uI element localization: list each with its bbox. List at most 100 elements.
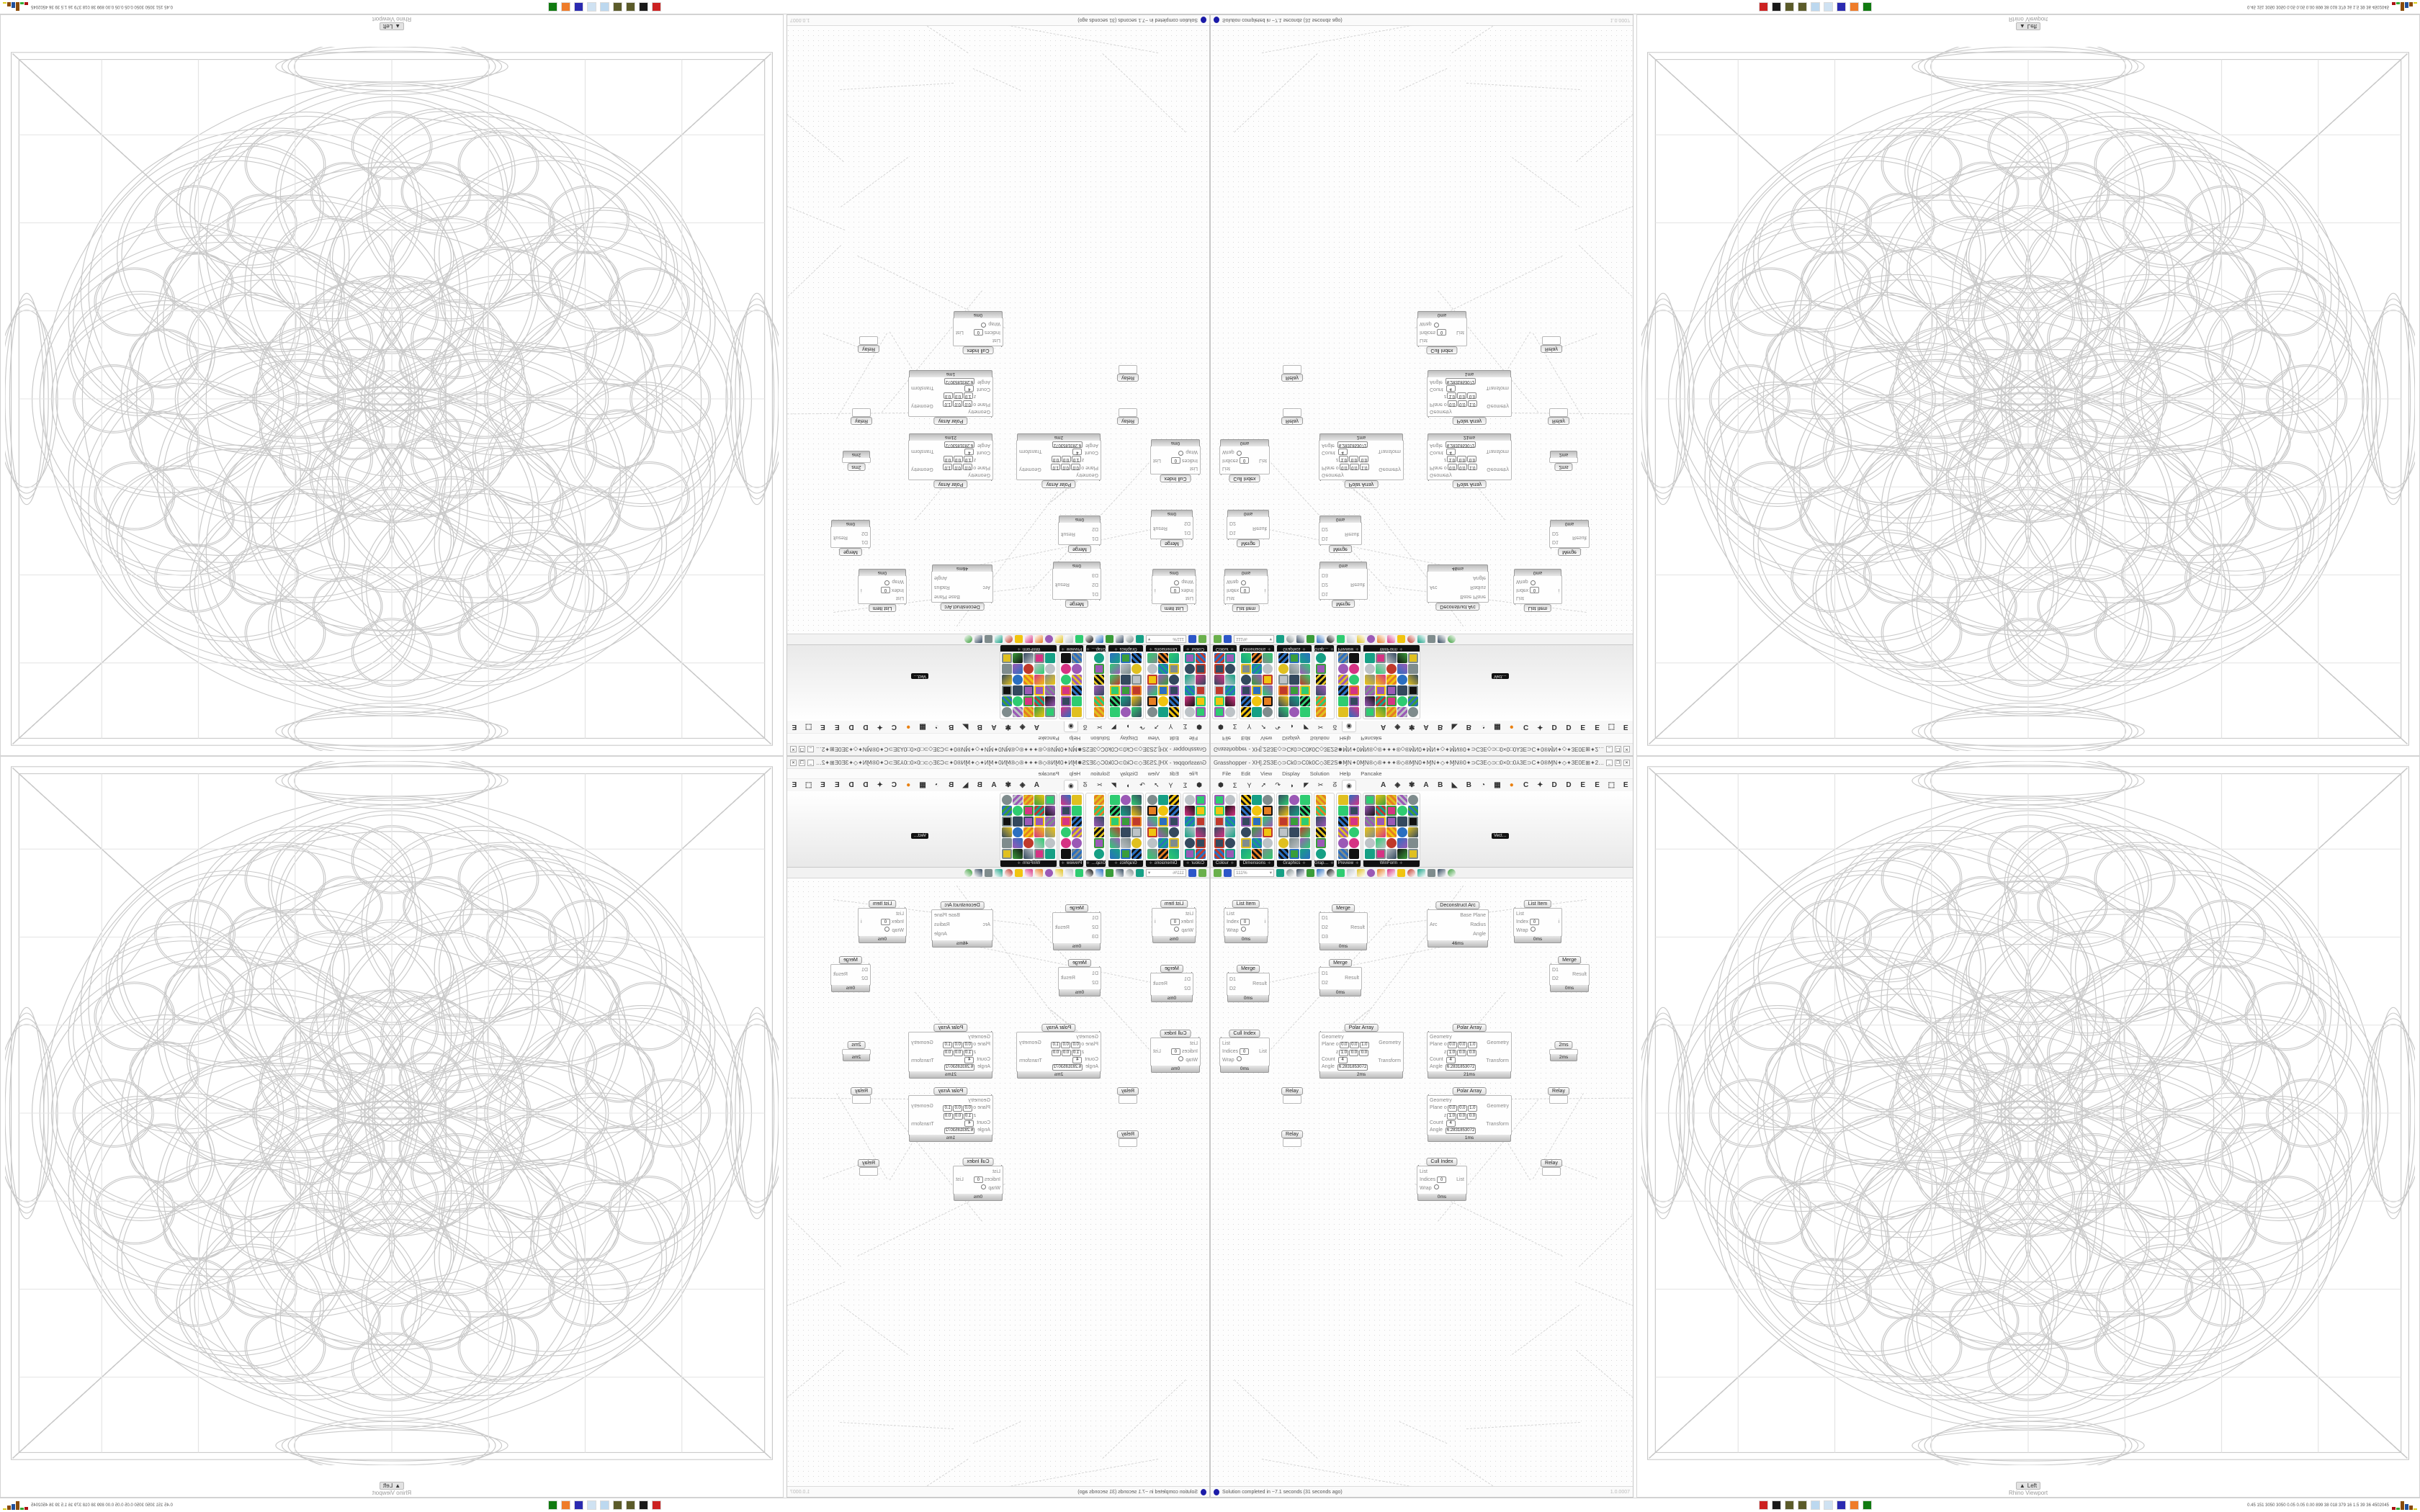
ribbon-group-label[interactable]: Graphics ✛: [1108, 860, 1143, 867]
app-floppy-icon[interactable]: [1836, 2, 1846, 12]
node-body[interactable]: List Indices 0 Wrap List 0ms: [1219, 1038, 1270, 1073]
app-rhino-icon[interactable]: [1771, 1500, 1781, 1510]
index-value-field[interactable]: 0: [880, 587, 890, 593]
component-icon-13[interactable]: [1147, 806, 1157, 816]
plane-z-x[interactable]: 1.0: [1447, 1049, 1457, 1056]
component-icon-9[interactable]: [1185, 675, 1195, 685]
fit-view-icon[interactable]: [1276, 635, 1284, 644]
count-field[interactable]: 4: [1446, 1056, 1456, 1063]
index-value-field[interactable]: 0: [1240, 919, 1250, 925]
plane-o-x[interactable]: 0.0: [1447, 400, 1457, 408]
component-icon-5[interactable]: [1072, 849, 1083, 859]
node-body[interactable]: List Index 0 Wrap i 0ms: [858, 908, 907, 943]
overflow-tab-2[interactable]: ✾: [1409, 781, 1415, 789]
ribbon-group-label[interactable]: Colour ✛: [1183, 645, 1207, 652]
node-body[interactable]: List Indices 0 Wrap List 0ms: [953, 1166, 1003, 1201]
node-title-capsule[interactable]: Polar Array: [933, 480, 968, 488]
mat-a-icon[interactable]: [995, 635, 1003, 644]
component-icon-5[interactable]: [1241, 653, 1251, 663]
close-button[interactable]: ✕: [790, 746, 797, 753]
node-body[interactable]: Geometry Plane o 0.0 0.0 1.0 z 1.0 0.0 0.0 Count…: [1319, 433, 1404, 480]
maximize-button[interactable]: ❐: [799, 746, 805, 753]
plane-z-z[interactable]: 0.0: [943, 392, 953, 400]
component-icon-3[interactable]: [1169, 827, 1179, 837]
app-scroll-icon[interactable]: [1823, 2, 1833, 12]
component-icon-24[interactable]: [1407, 707, 1418, 717]
component-icon-0[interactable]: [1072, 707, 1083, 717]
component-icon-11[interactable]: [1348, 849, 1359, 859]
plane-o-z[interactable]: 1.0: [1467, 464, 1477, 471]
component-icon-0[interactable]: [1214, 795, 1224, 805]
component-icon-9[interactable]: [1158, 827, 1168, 837]
component-icon-10[interactable]: [1289, 664, 1299, 674]
node-body[interactable]: List Index 0 Wrap i 0ms: [1152, 908, 1196, 943]
component-icon-17[interactable]: [1263, 653, 1273, 663]
plane-o-z[interactable]: 1.0: [1359, 1041, 1369, 1048]
component-icon-2[interactable]: [1278, 816, 1289, 827]
help-icon[interactable]: [1055, 868, 1063, 877]
component-icon-1[interactable]: [1131, 806, 1142, 816]
overflow-tab-17[interactable]: E: [1623, 781, 1628, 789]
component-icon-1[interactable]: [1131, 696, 1142, 706]
menu-item-help[interactable]: Help: [1339, 770, 1351, 777]
component-icon-8[interactable]: [1225, 685, 1235, 696]
component-icon-21[interactable]: [1397, 827, 1407, 837]
component-icon-5[interactable]: [1241, 849, 1251, 859]
angle-field[interactable]: 6.2831853072: [1445, 378, 1476, 385]
component-icon-4[interactable]: [1072, 838, 1083, 848]
overflow-tab-6[interactable]: B: [1466, 781, 1471, 789]
plane-z-z[interactable]: 0.0: [943, 1049, 953, 1056]
component-icon-7[interactable]: [1034, 806, 1045, 816]
angle-field[interactable]: 6.2831853072: [1337, 441, 1368, 449]
node-title-capsule[interactable]: Deconstruct Arc: [940, 901, 985, 909]
component-icon-2[interactable]: [1169, 685, 1179, 696]
component-icon-2[interactable]: [1196, 685, 1206, 696]
ribbon-group-pin-icon[interactable]: ✛: [1330, 861, 1334, 865]
ribbon-group-label[interactable]: Dimensions ✛: [1240, 860, 1274, 867]
ghost-icon[interactable]: [1015, 868, 1023, 877]
tab-intersect-tab[interactable]: ✂: [1317, 781, 1324, 788]
node-body[interactable]: D1 D2 D3 Result 0ms: [1319, 562, 1368, 600]
component-icon-26[interactable]: [1002, 816, 1013, 827]
node-body[interactable]: List Index 0 Wrap i 0ms: [1513, 569, 1562, 604]
component-icon-12[interactable]: [1300, 707, 1310, 717]
node-title-capsule[interactable]: Polar Array: [1344, 480, 1379, 488]
component-icon-1[interactable]: [1169, 806, 1179, 816]
component-icon-2[interactable]: [1316, 816, 1326, 827]
component-icon-18[interactable]: [1013, 795, 1023, 805]
overflow-tab-5[interactable]: ◣: [1451, 723, 1458, 731]
mat-c-icon[interactable]: [974, 868, 982, 877]
ribbon-group-pin-icon[interactable]: ✛: [1086, 861, 1090, 865]
ribbon-group-label[interactable]: Grap… ✛: [1314, 860, 1334, 867]
index-value-field[interactable]: 0: [1170, 1048, 1180, 1055]
doc-icon[interactable]: [1075, 635, 1083, 644]
plane-o-y[interactable]: 0.0: [1349, 464, 1359, 471]
grasshopper-titlebar[interactable]: Grasshopper - XH].2S3E◇⊃Ck0⊃C0k0C◇3E2S✹Ɱ…: [787, 757, 1209, 769]
node-title-capsule[interactable]: Relay: [1281, 1130, 1303, 1138]
component-icon-15[interactable]: [1023, 827, 1034, 837]
fit-view-icon[interactable]: [1276, 868, 1284, 877]
tab-transform-tab[interactable]: ᘔ: [1332, 724, 1337, 731]
plane-o-x[interactable]: 0.0: [1339, 464, 1349, 471]
node-title-capsule[interactable]: Merge: [1237, 539, 1260, 547]
node-body[interactable]: List Index 0 Wrap i 0ms: [1224, 908, 1268, 943]
count-field[interactable]: 4: [964, 1056, 974, 1063]
component-icon-7[interactable]: [1289, 696, 1299, 706]
component-icon-2[interactable]: [1241, 685, 1251, 696]
overflow-tab-11[interactable]: ✦: [877, 723, 883, 731]
component-icon-18[interactable]: [1397, 707, 1407, 717]
count-field[interactable]: 4: [1072, 449, 1083, 456]
boolean-toggle[interactable]: [1240, 926, 1246, 932]
mat-b-icon[interactable]: [985, 868, 992, 877]
component-icon-2[interactable]: [1337, 816, 1348, 827]
node-body[interactable]: [1119, 408, 1137, 417]
tab-mesh-tab[interactable]: ◤: [1304, 781, 1309, 788]
chevron-up-icon[interactable]: ▲: [395, 23, 401, 30]
component-icon-6[interactable]: [1289, 795, 1299, 805]
component-icon-4[interactable]: [1131, 838, 1142, 848]
node-body[interactable]: D1 D2 Result 0ms: [1227, 510, 1270, 539]
menu-item-help[interactable]: Help: [1339, 735, 1351, 742]
save-file-icon[interactable]: [1188, 868, 1196, 877]
node-body[interactable]: List Indices 0 Wrap List 0ms: [1417, 311, 1467, 346]
